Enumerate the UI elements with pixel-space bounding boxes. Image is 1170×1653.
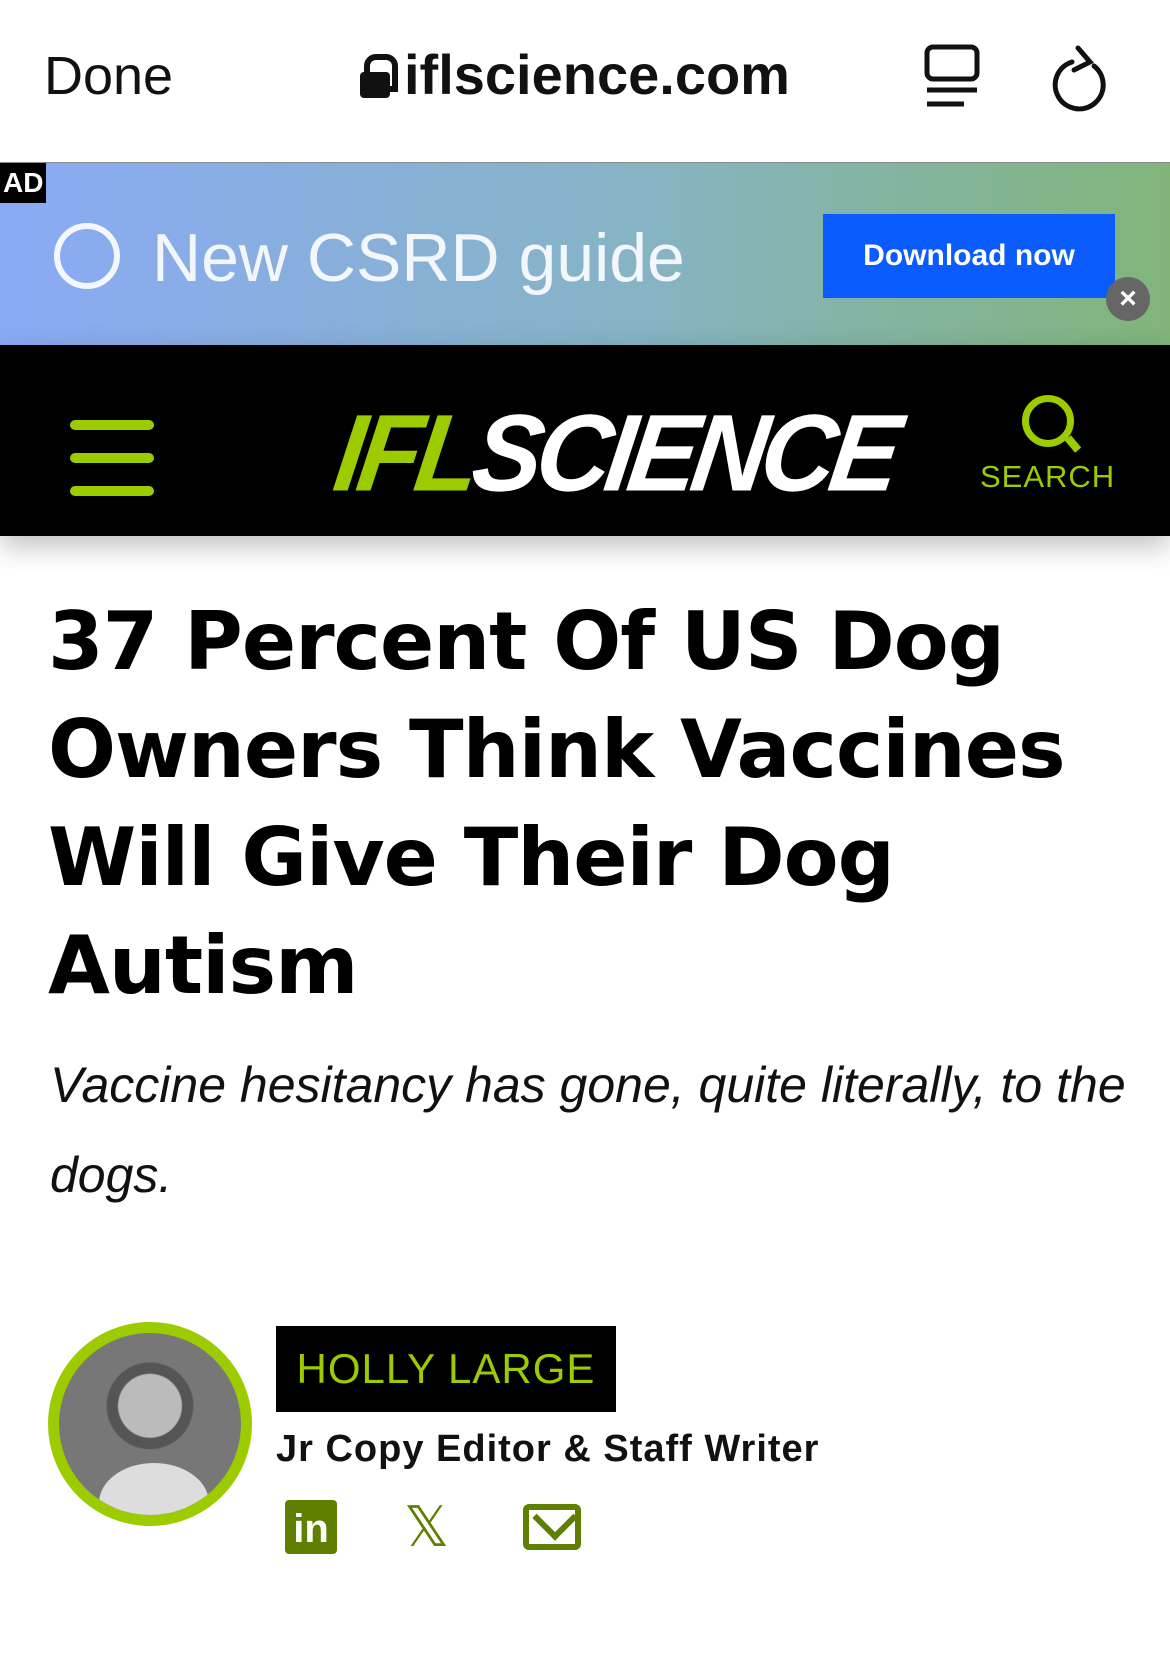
menu-icon[interactable] [70,420,154,519]
author-name[interactable]: HOLLY LARGE [276,1326,616,1412]
author-role: Jr Copy Editor & Staff Writer [276,1428,820,1470]
x-icon[interactable]: 𝕏 [404,1495,450,1558]
linkedin-icon[interactable]: in [285,1500,337,1554]
ad-headline: New CSRD guide [152,220,685,296]
address-bar[interactable]: iflscience.com [360,42,790,107]
site-logo[interactable]: IFLSCIENCE [327,393,903,515]
ad-banner[interactable]: AD New CSRD guide Download now × [0,163,1170,345]
done-button[interactable]: Done [44,46,174,106]
reader-view-icon[interactable] [924,44,980,110]
article-title: 37 Percent Of US Dog Owners Think Vaccin… [48,595,1066,1012]
site-header: IFLSCIENCE SEARCH [0,345,1170,536]
author-avatar[interactable] [48,1322,252,1526]
search-label: SEARCH [980,459,1116,494]
url-text: iflscience.com [404,43,790,106]
ad-download-button[interactable]: Download now [823,214,1115,298]
globe-icon [54,223,120,289]
ad-label: AD [0,163,47,203]
reload-icon[interactable] [1050,44,1112,112]
lock-icon [360,53,398,98]
search-icon [1021,395,1074,447]
ad-close-icon[interactable]: × [1106,277,1150,321]
search-button[interactable]: SEARCH [980,395,1115,495]
email-icon[interactable] [523,1504,581,1550]
browser-toolbar: Done iflscience.com [0,0,1170,163]
article-subtitle: Vaccine hesitancy has gone, quite litera… [50,1057,1126,1203]
